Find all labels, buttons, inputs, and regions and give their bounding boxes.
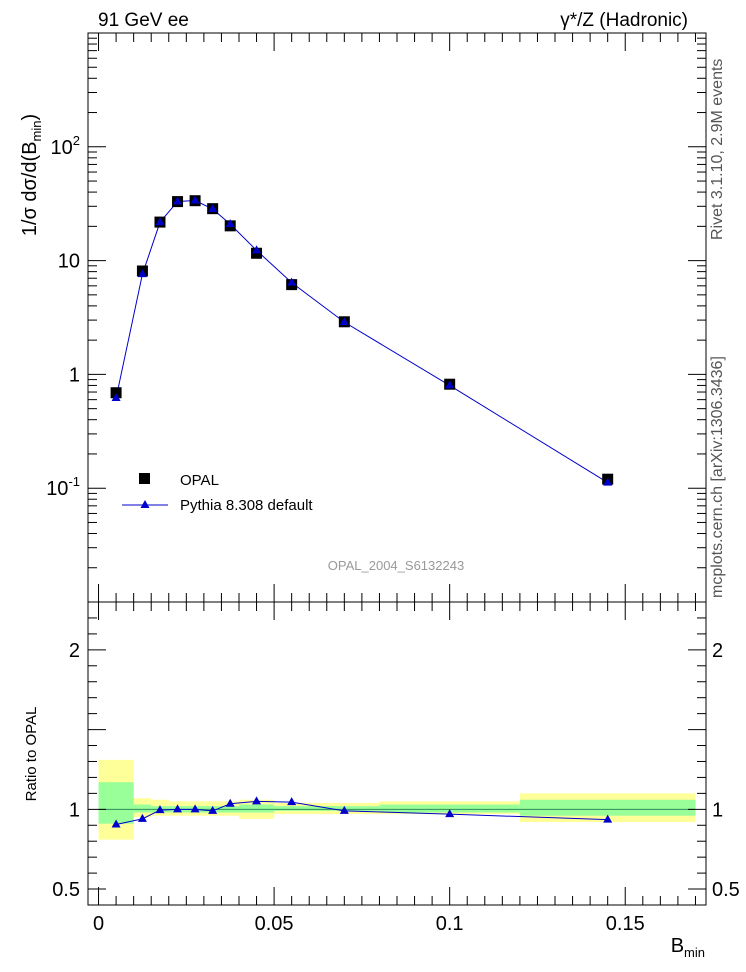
ratio-ytick-labels: 0.5 0.5 1 1 2 2 <box>52 640 740 901</box>
mc-point <box>445 380 455 389</box>
ratio-series <box>111 796 613 828</box>
mc-point <box>287 277 297 286</box>
ratio-mc-point <box>445 809 455 818</box>
ratio-xlabel: Bmin <box>671 935 705 960</box>
ratio-mc-point <box>252 796 262 805</box>
ratio-mc-point <box>287 797 297 806</box>
ratio-ytick-label-left: 0.5 <box>52 879 80 901</box>
legend-data-marker <box>139 473 150 484</box>
mc-point <box>111 393 121 402</box>
ratio-band-inner <box>238 804 275 813</box>
main-ytick-label: 1 <box>69 364 80 386</box>
mc-point <box>137 269 147 278</box>
mc-point <box>208 204 218 213</box>
mc-point <box>252 245 262 254</box>
main-ytick-label: 102 <box>51 133 80 159</box>
ratio-band-inner <box>519 799 696 816</box>
ratio-mc-point <box>208 805 218 814</box>
ratio-mc-point <box>339 805 349 814</box>
ratio-band-inner <box>274 806 310 811</box>
ratio-frame <box>87 601 707 906</box>
main-ytick-base: 10 <box>51 137 73 159</box>
header-right-title: γ*/Z (Hadronic) <box>560 10 688 31</box>
main-ytick-exp: -1 <box>68 474 80 489</box>
ratio-ylabel: Ratio to OPAL <box>23 707 40 802</box>
ratio-ytick-label-left: 1 <box>69 799 80 821</box>
ratio-ytick-label-right: 1 <box>712 799 723 821</box>
ratio-ytick-label-right: 2 <box>712 640 723 662</box>
main-ytick-base: 10 <box>46 478 68 500</box>
legend-data-label: OPAL <box>180 472 219 489</box>
legend-mc-label: Pythia 8.308 default <box>180 497 313 514</box>
main-ytick-label: 10-1 <box>46 474 80 500</box>
ratio-mc-point <box>173 804 183 813</box>
ratio-ticks <box>88 602 706 905</box>
main-series <box>110 195 614 486</box>
mc-point <box>173 196 183 205</box>
ratio-xtick-label: 0.1 <box>436 913 464 935</box>
ratio-bands <box>98 759 696 840</box>
legend: OPAL Pythia 8.308 default <box>122 472 313 514</box>
ratio-mc-point <box>155 805 165 814</box>
opal-point <box>110 387 122 399</box>
mc-point <box>155 217 165 226</box>
legend-mc-marker <box>140 500 150 508</box>
ratio-band-inner <box>98 782 134 824</box>
ratio-xtick-labels: 0 0.05 0.1 0.15 <box>93 913 645 935</box>
main-ytick-exp: 2 <box>73 133 80 148</box>
mcplots-label: mcplots.cern.ch [arXiv:1306.3436] <box>709 356 726 598</box>
main-ytick-label: 10 <box>58 251 80 273</box>
mc-point <box>339 317 349 326</box>
ratio-mc-point <box>111 819 121 828</box>
ratio-mc-point <box>225 798 235 807</box>
ratio-band-inner <box>379 804 520 813</box>
ratio-xtick-label: 0 <box>93 913 104 935</box>
ratio-mc-point <box>137 813 147 822</box>
mc-point <box>603 477 613 486</box>
ratio-xtick-label: 0.05 <box>255 913 294 935</box>
ratio-ytick-label-left: 2 <box>69 640 80 662</box>
ratio-panel: 0.5 0.5 1 1 2 2 0 0.05 0.1 0.15 Ratio to OPAL Bm… <box>23 601 740 960</box>
main-ytick-base: 10 <box>58 251 80 273</box>
main-ytick-base: 1 <box>69 364 80 386</box>
mc-point <box>190 195 200 204</box>
ratio-mc-point <box>190 804 200 813</box>
main-ticks <box>88 33 706 603</box>
rivet-label: Rivet 3.1.10, 2.9M events <box>709 59 726 240</box>
ratio-mc-point <box>603 814 613 823</box>
main-ylabel: 1/σ dσ/d(Bmin) <box>19 114 44 236</box>
watermark: OPAL_2004_S6132243 <box>328 558 464 573</box>
main-frame <box>87 32 707 603</box>
mc-line <box>115 200 608 484</box>
ratio-ytick-label-right: 0.5 <box>712 879 740 901</box>
ratio-xtick-label: 0.15 <box>606 913 645 935</box>
mc-point <box>225 219 235 228</box>
ratio-band-inner <box>133 804 152 813</box>
header-left-title: 91 GeV ee <box>98 10 189 31</box>
